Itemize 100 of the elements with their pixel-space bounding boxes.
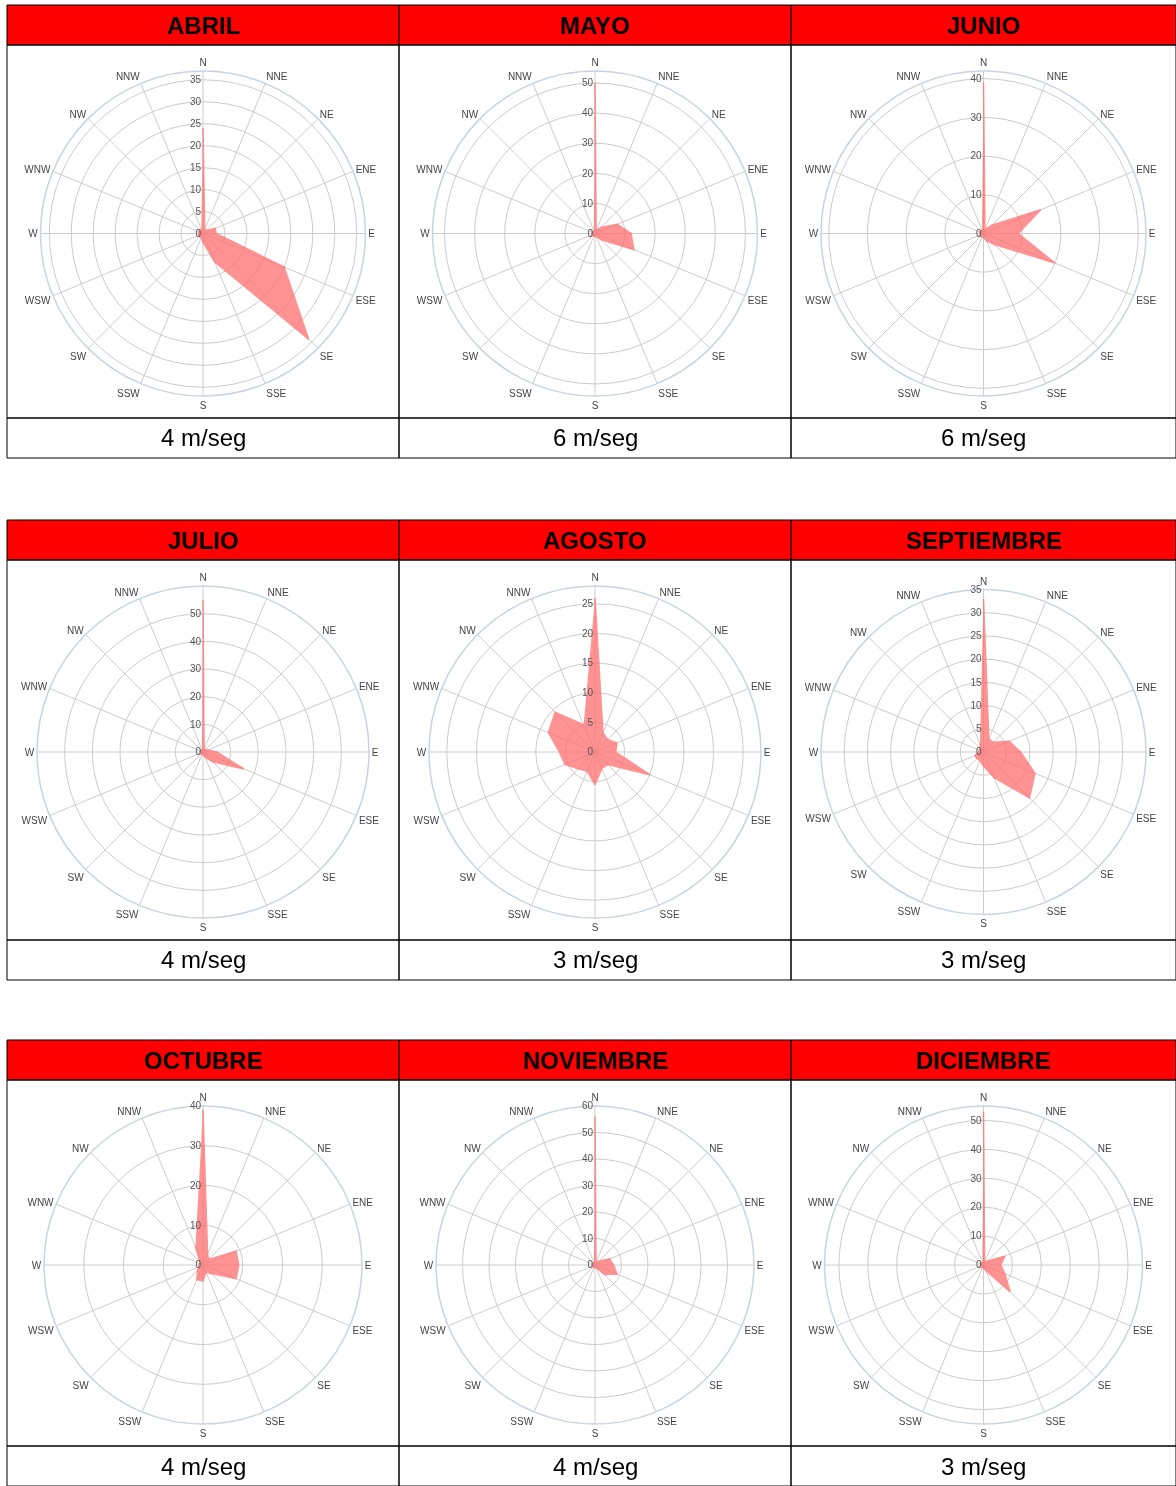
y-tick-label: 10 (189, 718, 202, 730)
spoke-label: SW (67, 871, 85, 883)
spoke-label: SSE (659, 909, 680, 921)
chart-title: SEPTIEMBRE (906, 527, 1063, 554)
spoke-label: SSE (267, 909, 288, 921)
y-tick-label: 10 (189, 183, 202, 195)
spoke-label: ENE (744, 1196, 766, 1208)
spoke-label: NNE (1046, 589, 1069, 601)
spoke-label: ESE (352, 1324, 373, 1336)
text: 6 m/seg (941, 424, 1027, 451)
spoke-label: WSW (24, 294, 51, 306)
spoke-label: SSW (115, 909, 139, 921)
y-tick-label: 40 (189, 635, 202, 647)
text: 3 m/seg (941, 1453, 1027, 1480)
y-tick-label: 20 (970, 150, 982, 162)
y-tick-label: 25 (581, 598, 594, 610)
spoke-label: SE (1100, 869, 1115, 881)
spoke-label: NNW (506, 586, 531, 598)
y-tick-label: 50 (189, 607, 202, 619)
y-tick-label: 40 (581, 107, 594, 119)
chart-title: JUNIO (947, 12, 1021, 39)
y-tick-label: 30 (581, 137, 594, 149)
spoke-label: NNW (114, 586, 139, 598)
spoke-label: SSW (897, 906, 921, 918)
spoke-label: S (199, 1427, 207, 1439)
y-tick-label: 0 (195, 227, 202, 239)
y-tick-label: 30 (189, 1140, 202, 1151)
spoke-label: N (979, 575, 988, 587)
text: 4 m/seg (161, 946, 247, 973)
spoke-label: SSE (656, 1416, 678, 1428)
spoke-label: W (31, 1259, 42, 1271)
spoke-label: WSW (21, 814, 48, 826)
spoke-label: SE (317, 1379, 332, 1391)
spoke-label: NNW (115, 71, 141, 83)
spoke-label: NE (322, 624, 337, 636)
y-tick-label: 20 (581, 1206, 594, 1218)
spoke-label: S (591, 1427, 599, 1439)
y-tick-label: 10 (581, 1232, 594, 1244)
spoke-label: SSW (118, 1416, 142, 1428)
spoke-label: S (591, 921, 599, 933)
y-tick-label: 0 (975, 746, 982, 758)
chart-title: DICIEMBRE (916, 1047, 1051, 1074)
spoke-label: SE (319, 350, 334, 362)
y-tick-label: 30 (970, 606, 982, 618)
spoke-label: NNE (658, 71, 680, 83)
spoke-label: NNE (1046, 71, 1069, 83)
spoke-label: ESE (358, 814, 380, 826)
spoke-label: ENE (1132, 1196, 1154, 1208)
spoke-label: W (423, 1259, 434, 1271)
y-tick-label: 0 (587, 1259, 594, 1271)
spoke-label: S (980, 918, 988, 930)
spoke-label: ENE (1136, 163, 1158, 175)
spoke-label: NNE (659, 586, 682, 598)
spoke-label: SW (850, 350, 868, 362)
y-tick-label: 10 (970, 189, 982, 201)
spoke-label: NNW (507, 71, 533, 83)
spoke-label: E (760, 228, 768, 239)
spoke-label: ESE (1132, 1324, 1154, 1336)
spoke-label: NE (711, 108, 727, 120)
spoke-label: NW (849, 627, 868, 639)
spoke-label: NW (849, 108, 868, 120)
chart-title: JULIO (168, 527, 239, 554)
spoke-label: SSW (507, 909, 531, 921)
spoke-label: WNW (416, 163, 443, 175)
y-tick-label: 20 (970, 1201, 982, 1213)
spoke-label: WNW (804, 682, 832, 694)
chart-title: NOVIEMBRE (523, 1047, 669, 1074)
text: 3 m/seg (553, 946, 639, 973)
y-tick-label: 0 (975, 227, 982, 239)
y-tick-label: 20 (581, 167, 594, 179)
spoke-label: NNE (1045, 1106, 1067, 1118)
spoke-label: N (199, 57, 207, 69)
y-tick-label: 0 (195, 746, 202, 758)
spoke-label: S (591, 399, 599, 411)
spoke-label: WSW (413, 814, 440, 826)
spoke-label: SSW (510, 1416, 534, 1428)
spoke-label: WNW (804, 163, 832, 175)
y-tick-label: 20 (189, 1179, 202, 1191)
y-tick-label: 30 (189, 95, 202, 107)
y-tick-label: 30 (581, 1179, 594, 1191)
spoke-label: ESE (1136, 294, 1157, 306)
text: 4 m/seg (161, 424, 247, 451)
y-tick-label: 10 (970, 1230, 982, 1242)
spoke-label: NNW (896, 71, 921, 83)
spoke-label: SW (459, 871, 477, 883)
spoke-label: S (980, 1427, 988, 1439)
y-tick-label: 25 (189, 117, 202, 129)
spoke-label: WSW (808, 1324, 835, 1336)
spoke-label: E (1145, 1259, 1153, 1271)
y-tick-label: 5 (195, 205, 202, 217)
spoke-label: NE (709, 1142, 724, 1154)
y-tick-label: 40 (970, 1143, 982, 1155)
spoke-label: NNE (267, 586, 290, 598)
spoke-label: S (980, 399, 988, 411)
spoke-label: SSE (1045, 1416, 1066, 1428)
spoke-label: S (199, 921, 207, 933)
spoke-label: N (199, 1092, 207, 1104)
spoke-label: SSW (116, 387, 141, 399)
spoke-label: NNE (266, 71, 288, 83)
y-tick-label: 20 (189, 690, 202, 702)
